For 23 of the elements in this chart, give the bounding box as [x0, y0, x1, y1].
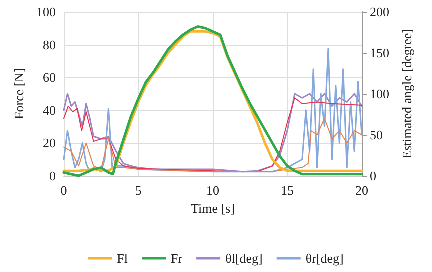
- y2-tick-label: 150: [370, 46, 390, 60]
- y2-tick-label: 100: [370, 86, 390, 102]
- x-tick-label: 10: [206, 183, 220, 198]
- y-tick-label: 40: [43, 102, 56, 118]
- y-tick-label: 80: [43, 37, 56, 52]
- legend-label: θl[deg]: [226, 251, 263, 266]
- y-axis-title: Force [N]: [12, 68, 27, 120]
- x-tick-label: 0: [60, 183, 68, 198]
- legend-label: Fl: [117, 251, 128, 266]
- y-tick-label: 0: [50, 168, 56, 184]
- y2-axis-title: Estimated angle [degree]: [399, 29, 414, 159]
- x-tick-label: 20: [356, 183, 368, 198]
- y2-tick-label: 200: [370, 4, 390, 20]
- y2-tick-label: 50: [370, 128, 383, 142]
- x-tick-label: 15: [281, 183, 294, 198]
- x-tick-label: 5: [135, 183, 142, 198]
- y2-tick-label: 0: [370, 168, 376, 184]
- y-tick-label: 100: [36, 4, 56, 20]
- legend-label: Fr: [171, 251, 184, 266]
- y-tick-label: 60: [43, 70, 56, 86]
- legend-label: θr[deg]: [306, 251, 344, 266]
- x-axis-title: Time [s]: [191, 200, 235, 216]
- y-tick-label: 20: [43, 136, 56, 151]
